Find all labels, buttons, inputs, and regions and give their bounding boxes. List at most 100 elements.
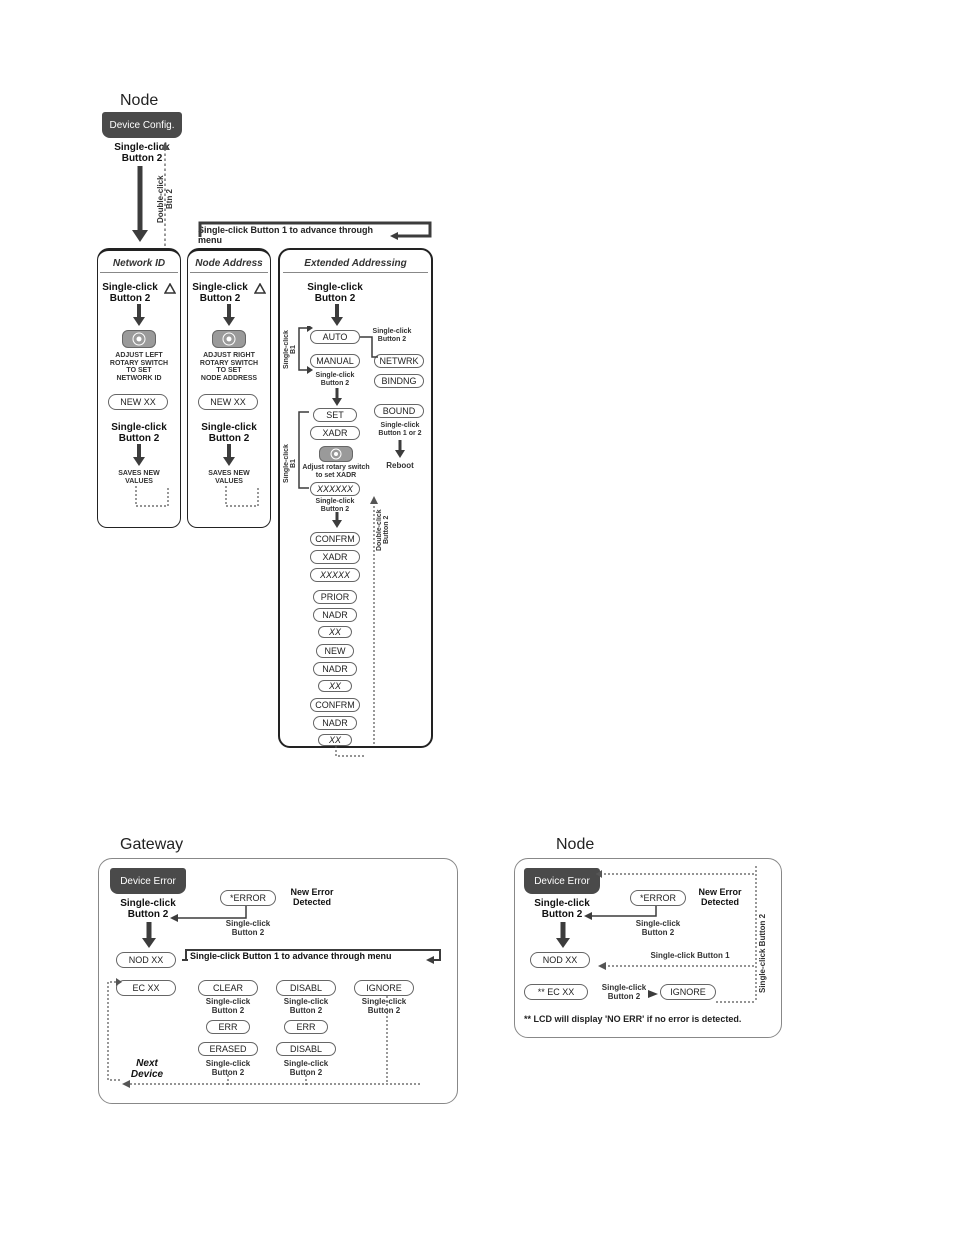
- tab-node2-device-error: Device Error: [524, 868, 600, 894]
- arrow-col3-reboot: [393, 440, 407, 463]
- pill-nadr2: NADR: [313, 662, 357, 676]
- pill-confrm2: CONFRM: [310, 698, 360, 712]
- col1-dotted: [124, 486, 174, 519]
- rotary-icon-3: [319, 446, 353, 462]
- pill-node2-ignore: IGNORE: [660, 984, 716, 1000]
- arrow-down-long: [131, 166, 155, 247]
- pill-node2-error: *ERROR: [630, 890, 686, 906]
- pill-new3: NEW: [316, 644, 354, 658]
- pill-gw-disabl: DISABL: [276, 980, 336, 996]
- pill-xadr1: XADR: [310, 426, 360, 440]
- arrow-col1-a: [131, 304, 147, 331]
- node2-dotted-left-arrow: [594, 958, 754, 976]
- triangle-icon-1: [164, 282, 176, 300]
- conn-auto-netwrk: [360, 335, 380, 366]
- node2-dotted-top: [596, 866, 756, 884]
- node2-error-line: [584, 906, 660, 929]
- pill-new-1: NEW XX: [108, 394, 168, 410]
- label-gw-new-error: New Error Detected: [282, 888, 342, 908]
- node2-dotted-bottom: [716, 994, 756, 1012]
- gw-banner-loop: [182, 948, 442, 979]
- gw-scb2-b: Single-click Button 2: [276, 998, 336, 1016]
- pill-manual: MANUAL: [310, 354, 360, 368]
- col2-saves: SAVES NEW VALUES: [190, 470, 268, 485]
- pill-nadr3: NADR: [313, 716, 357, 730]
- pill-xxxxx: XXXXX: [310, 568, 360, 582]
- pill-gw-clear: CLEAR: [198, 980, 258, 996]
- gateway-title: Gateway: [120, 836, 183, 854]
- pill-node2-nod: NOD XX: [530, 952, 590, 968]
- pill-node2-ec: ** EC XX: [524, 984, 588, 1000]
- label-reboot: Reboot: [378, 462, 422, 471]
- pill-gw-err2: ERR: [284, 1020, 328, 1034]
- pill-gw-ignore: IGNORE: [354, 980, 414, 996]
- col3-right-dotted-up: [366, 494, 382, 749]
- col2-adjust: ADJUST RIGHT ROTARY SWITCH TO SET NODE A…: [190, 352, 268, 383]
- col3-divider: [283, 272, 428, 273]
- vlabel-node2-scb2: Single-click Button 2: [758, 908, 767, 998]
- col1-divider: [100, 272, 178, 273]
- col3-final-dotted: [330, 746, 370, 767]
- pill-xxxxxx: XXXXXX: [310, 482, 360, 496]
- pill-xx1: XX: [318, 626, 352, 638]
- arrow-col3-a: [329, 304, 345, 331]
- tab-device-config: Device Config.: [102, 112, 182, 138]
- pill-confrm1: CONFRM: [310, 532, 360, 546]
- gw-dotted-ignore: [380, 996, 394, 1089]
- label-next-device: Next Device: [122, 1058, 172, 1080]
- col2-dotted: [214, 486, 264, 519]
- top-title: Node: [120, 92, 158, 110]
- gw-dotted-bottom: [120, 1078, 420, 1097]
- col1-adjust: ADJUST LEFT ROTARY SWITCH TO SET NETWORK…: [100, 352, 178, 383]
- pill-gw-nod: NOD XX: [116, 952, 176, 968]
- col2-scb2-bot: Single-click Button 2: [190, 422, 268, 444]
- pill-netwrk: NETWRK: [374, 354, 424, 368]
- pill-gw-disabl2: DISABL: [276, 1042, 336, 1056]
- col2-divider: [190, 272, 268, 273]
- col1-saves: SAVES NEW VALUES: [100, 470, 178, 485]
- pill-bound: BOUND: [374, 404, 424, 418]
- pill-gw-ec: EC XX: [116, 980, 176, 996]
- gw-scb2-a: Single-click Button 2: [198, 998, 258, 1016]
- pill-xx3: XX: [318, 734, 352, 746]
- pill-gw-erased: ERASED: [198, 1042, 258, 1056]
- col3-left-loop-a: [295, 326, 313, 379]
- gw-dotted-d2: [302, 1074, 310, 1092]
- node2-title: Node: [556, 836, 594, 854]
- pill-new-2: NEW XX: [198, 394, 258, 410]
- pill-prior: PRIOR: [313, 590, 357, 604]
- col3-header: Extended Addressing: [278, 258, 433, 269]
- triangle-icon-2: [254, 282, 266, 300]
- col3-scb2-top: Single-click Button 2: [300, 282, 370, 304]
- col1-scb2-top: Single-click Button 2: [100, 282, 160, 304]
- rotary-icon-1: [122, 330, 156, 348]
- pill-bindng: BINDNG: [374, 374, 424, 388]
- col1-scb2-bot: Single-click Button 2: [100, 422, 178, 444]
- tab-gw-device-error: Device Error: [110, 868, 186, 894]
- pill-xadr2: XADR: [310, 550, 360, 564]
- node2-arrow-a: [554, 922, 572, 953]
- arrow-col3-c: [329, 512, 345, 533]
- gw-dotted-left: [104, 976, 124, 1091]
- rotary-icon-2: [212, 330, 246, 348]
- label-node2-scb2-r: Single-click Button 2: [594, 984, 654, 1002]
- pill-set: SET: [313, 408, 357, 422]
- col3-left-loop-b: [295, 410, 313, 497]
- pill-gw-error: *ERROR: [220, 890, 276, 906]
- arrow-col1-b: [131, 444, 147, 471]
- arrow-col2-a: [221, 304, 237, 331]
- col1-header: Network ID: [97, 258, 181, 269]
- pill-nadr1: NADR: [313, 608, 357, 622]
- col2-scb2-top: Single-click Button 2: [190, 282, 250, 304]
- pill-auto: AUTO: [310, 330, 360, 344]
- gw-dotted-d1: [224, 1074, 232, 1092]
- pill-xx2: XX: [318, 680, 352, 692]
- diagram-canvas: Node Device Config. Single-click Button …: [0, 0, 954, 1235]
- arrow-col2-b: [221, 444, 237, 471]
- label-node2-new-error: New Error Detected: [690, 888, 750, 908]
- pill-gw-err1: ERR: [206, 1020, 250, 1034]
- gw-arrow-a: [140, 922, 158, 953]
- col2-header: Node Address: [187, 258, 271, 269]
- node2-footnote: ** LCD will display 'NO ERR' if no error…: [524, 1014, 776, 1024]
- vlabel-dc-btn2: Double-click Btn 2: [156, 168, 174, 230]
